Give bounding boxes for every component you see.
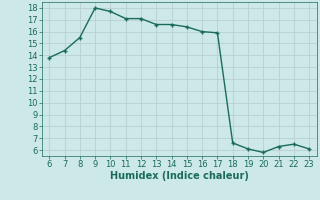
X-axis label: Humidex (Indice chaleur): Humidex (Indice chaleur)	[110, 171, 249, 181]
